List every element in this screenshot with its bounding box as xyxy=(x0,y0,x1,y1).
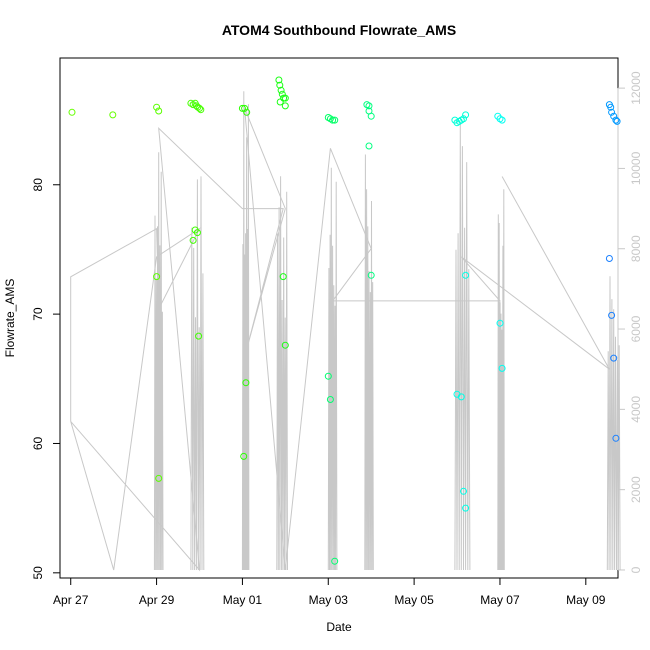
x-tick-label: May 05 xyxy=(394,593,434,607)
right-tick-label: 12000 xyxy=(629,71,643,105)
data-point xyxy=(189,236,197,244)
line-burst xyxy=(454,122,471,571)
line-burst xyxy=(606,276,621,571)
data-point xyxy=(276,81,284,89)
data-point xyxy=(457,393,465,401)
x-axis-label: Date xyxy=(326,620,352,634)
data-point xyxy=(610,112,618,120)
data-point xyxy=(155,474,163,482)
x-tick-label: May 07 xyxy=(480,593,520,607)
data-point xyxy=(608,311,616,319)
data-point xyxy=(276,98,284,106)
y-axis: 50 60 70 80 xyxy=(31,178,61,580)
data-point xyxy=(193,229,201,237)
line-series xyxy=(70,91,621,572)
x-tick-label: May 01 xyxy=(223,593,263,607)
data-point xyxy=(462,111,470,119)
data-point xyxy=(326,396,334,403)
x-tick-label: Apr 27 xyxy=(53,593,89,607)
line-burst xyxy=(241,91,250,571)
right-tick-label: 10000 xyxy=(629,151,643,185)
data-point xyxy=(197,106,205,114)
data-point xyxy=(281,102,289,110)
line-burst xyxy=(497,189,505,571)
y-tick-label: 60 xyxy=(31,436,45,450)
line-burst xyxy=(276,176,288,571)
data-point xyxy=(242,379,250,387)
data-point xyxy=(281,341,289,349)
data-point xyxy=(498,116,506,124)
data-point xyxy=(155,107,163,115)
data-point xyxy=(367,271,375,279)
point-series xyxy=(68,76,621,565)
line-burst xyxy=(364,154,374,571)
y-tick-label: 50 xyxy=(31,566,45,580)
x-tick-label: Apr 29 xyxy=(139,593,175,607)
data-point xyxy=(240,452,248,460)
line-burst xyxy=(190,176,205,571)
data-point xyxy=(68,108,76,116)
data-point xyxy=(610,354,618,362)
line-burst xyxy=(153,152,164,571)
right-tick-label: 4000 xyxy=(629,396,643,423)
data-point xyxy=(243,108,251,116)
data-point xyxy=(238,104,246,112)
data-point xyxy=(153,103,161,111)
y-tick-label: 80 xyxy=(31,178,45,192)
line-connector xyxy=(70,108,610,572)
data-point xyxy=(153,273,161,281)
data-point xyxy=(241,104,249,112)
data-point xyxy=(462,271,470,279)
right-tick-label: 0 xyxy=(629,566,643,573)
data-point xyxy=(605,255,613,262)
right-axis: 0 2000 4000 6000 8000 10000 12000 xyxy=(617,71,643,573)
line-burst xyxy=(327,167,338,571)
data-point xyxy=(496,319,504,327)
data-point xyxy=(279,273,287,281)
data-point xyxy=(109,111,117,119)
data-point xyxy=(195,332,203,340)
data-point xyxy=(331,557,339,565)
right-tick-label: 6000 xyxy=(629,315,643,342)
x-tick-label: May 03 xyxy=(309,593,349,607)
y-axis-label: Flowrate_AMS xyxy=(3,279,17,358)
right-tick-label: 2000 xyxy=(629,476,643,503)
data-point xyxy=(277,86,285,94)
right-tick-label: 8000 xyxy=(629,235,643,262)
chart-title: ATOM4 Southbound Flowrate_AMS xyxy=(222,22,456,38)
data-point xyxy=(608,108,616,116)
data-point xyxy=(462,504,470,512)
data-point xyxy=(460,487,467,495)
data-point xyxy=(365,102,373,110)
data-point xyxy=(612,434,620,442)
data-point xyxy=(324,372,332,380)
y-tick-label: 70 xyxy=(31,307,45,321)
x-tick-label: May 09 xyxy=(566,593,606,607)
data-point xyxy=(498,364,506,372)
x-axis: Apr 27 Apr 29 May 01 May 03 May 05 May 07 May … xyxy=(53,577,606,607)
data-point xyxy=(281,94,289,102)
data-point xyxy=(613,117,621,125)
data-point xyxy=(367,112,375,120)
data-point xyxy=(612,116,620,124)
data-point xyxy=(365,142,373,150)
data-point xyxy=(196,104,203,112)
data-point xyxy=(329,116,337,124)
data-point xyxy=(607,103,615,111)
data-point xyxy=(275,76,283,84)
data-point xyxy=(460,115,467,123)
plot-frame xyxy=(59,57,619,579)
data-point xyxy=(331,116,339,124)
